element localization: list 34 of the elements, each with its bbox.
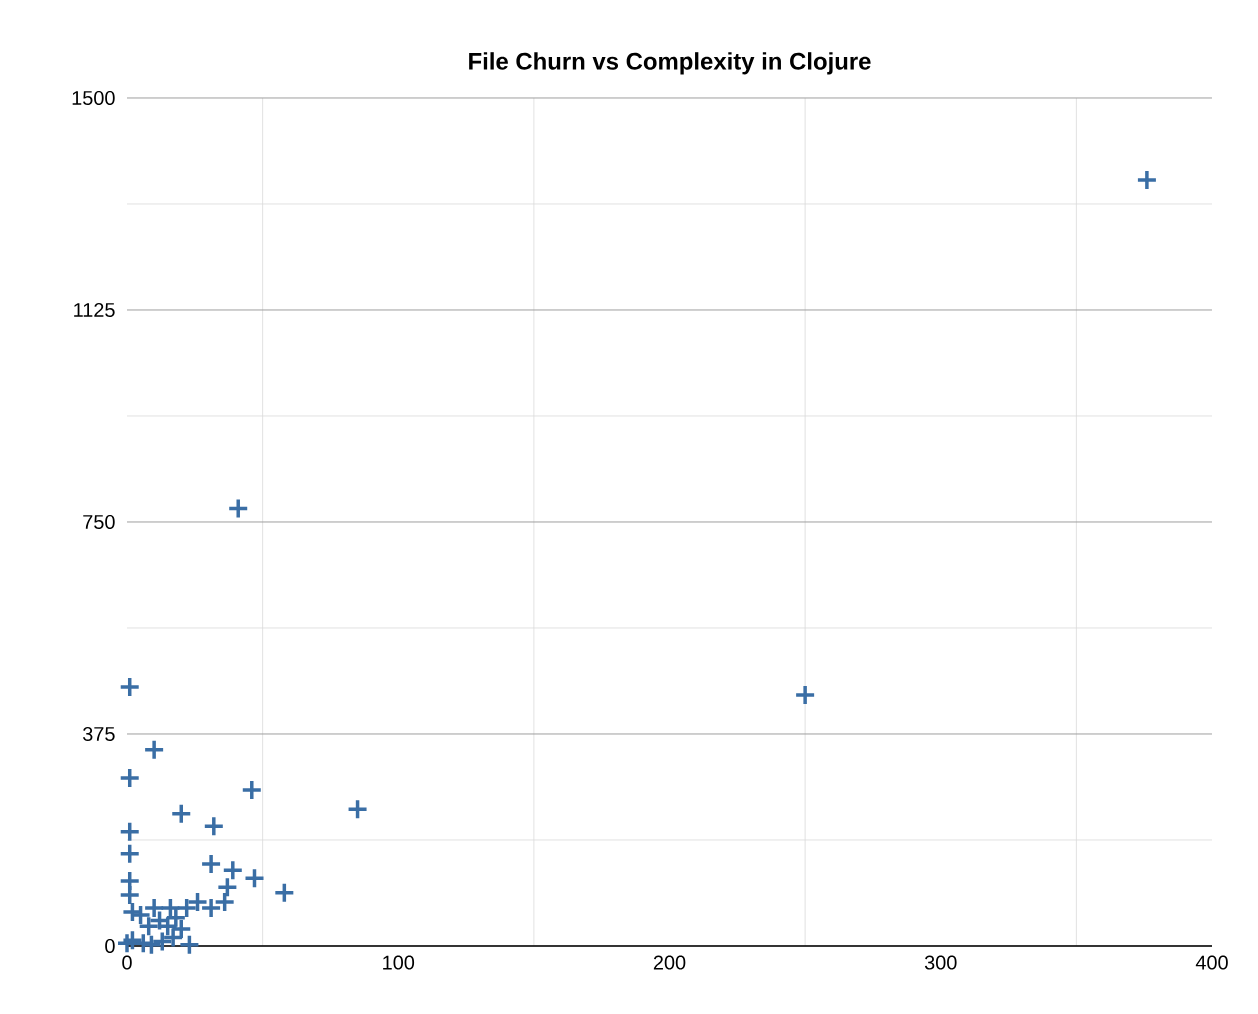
y-tick-label: 375 (83, 726, 115, 742)
y-tick-label: 750 (83, 514, 115, 530)
point (216, 876, 239, 898)
point (170, 802, 193, 825)
point (1136, 169, 1158, 191)
point (178, 934, 201, 956)
x-tick-label: 200 (653, 955, 686, 970)
point (222, 859, 244, 881)
y-tick-label: 0 (105, 938, 115, 954)
point (118, 767, 141, 789)
point (200, 853, 222, 875)
point (121, 929, 144, 952)
point (346, 798, 369, 820)
point (241, 779, 263, 801)
x-tick-label: 100 (383, 955, 415, 970)
x-tick-label: 0 (122, 955, 132, 970)
point (118, 884, 141, 906)
point (203, 815, 225, 837)
point (227, 497, 249, 520)
point (118, 843, 141, 865)
point (213, 891, 236, 913)
point (143, 739, 165, 761)
x-tick-label: 300 (924, 955, 957, 970)
point (243, 867, 266, 889)
point (794, 684, 816, 706)
chart-title: File Churn vs Complexity in Clojure (469, 52, 871, 75)
point (116, 932, 138, 954)
point (118, 676, 141, 698)
y-tick-label: 1500 (72, 90, 115, 106)
point (151, 930, 174, 953)
x-tick-label: 400 (1195, 955, 1228, 970)
point (273, 882, 296, 904)
y-tick-label: 1125 (74, 302, 115, 318)
point (118, 821, 141, 843)
